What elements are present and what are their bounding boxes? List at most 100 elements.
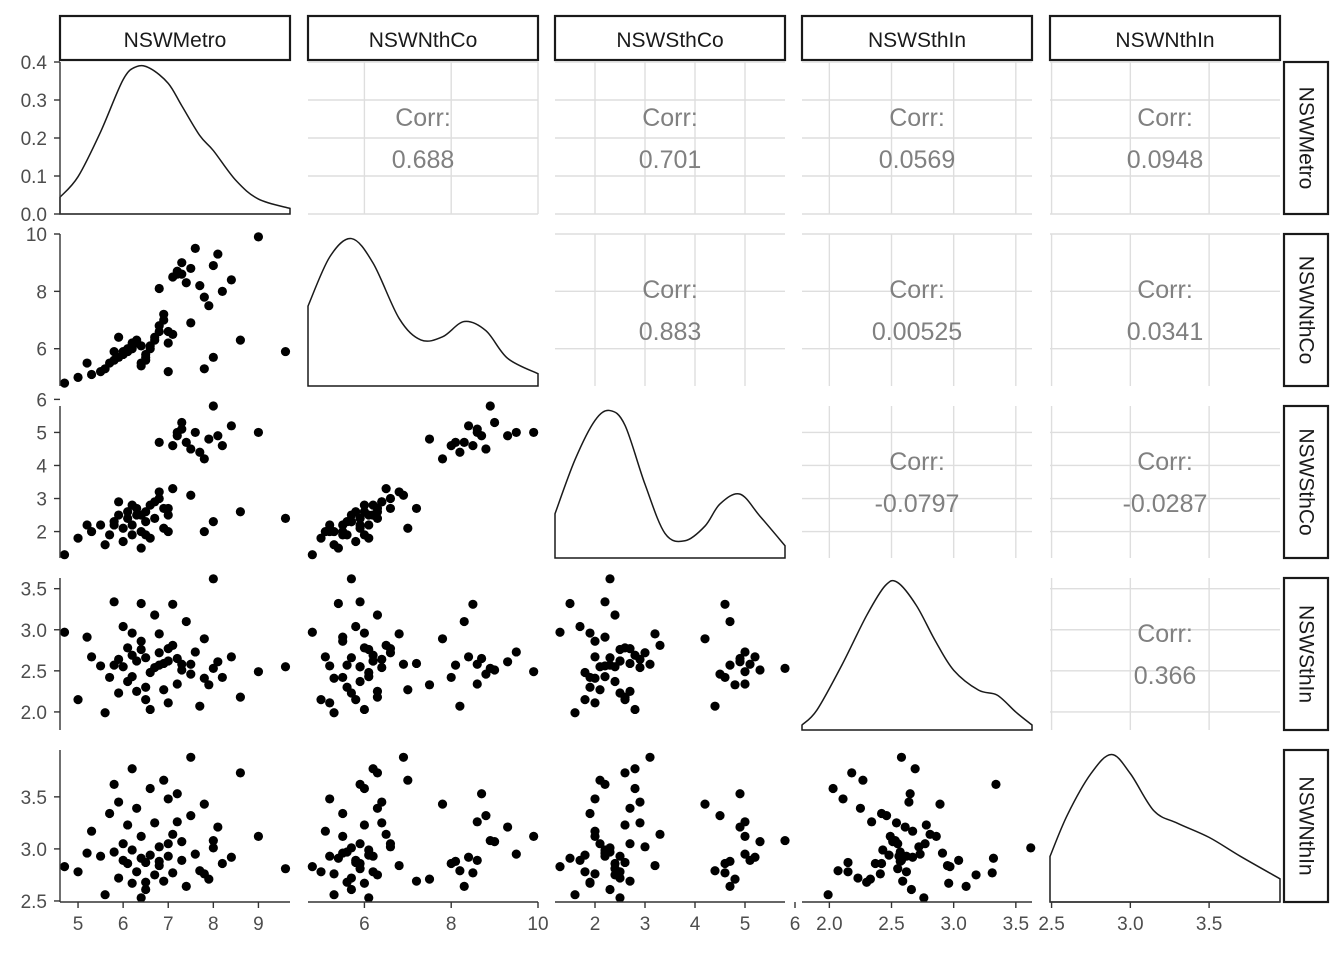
scatter-point — [991, 779, 1001, 789]
scatter-point — [944, 878, 954, 888]
scatter-point — [86, 826, 97, 836]
column-strip-NSWMetro — [58, 14, 292, 62]
scatter-point — [908, 826, 918, 836]
scatter-point — [881, 810, 892, 821]
scatter-point — [141, 517, 151, 527]
scatter-point — [342, 682, 352, 692]
corr-label: Corr: — [889, 104, 945, 132]
scatter-point — [590, 869, 600, 879]
scatter-point — [424, 874, 435, 884]
scatter-point — [186, 659, 196, 669]
scatter-point — [600, 779, 610, 789]
scatter-point — [100, 890, 110, 900]
scatter-point — [700, 799, 710, 809]
scatter-point — [163, 794, 173, 804]
scatter-point — [132, 686, 142, 696]
scatter-point — [437, 454, 448, 464]
scatter-point — [585, 628, 595, 638]
scatter-point — [141, 530, 151, 540]
scatter-point — [118, 523, 128, 533]
scatter-point — [226, 421, 236, 431]
y-tick-label: 0.2 — [21, 129, 47, 150]
row-strip-label: NSWMetro — [1295, 87, 1318, 190]
scatter-point — [329, 708, 339, 718]
scatter-point — [208, 517, 218, 527]
scatter-point — [159, 876, 169, 886]
scatter-point — [199, 292, 209, 302]
y-axis-row-3: 2.0 2.5 3.0 3.5 — [21, 578, 61, 730]
scatter-point — [338, 848, 348, 858]
scatter-point — [625, 644, 635, 654]
scatter-point — [181, 616, 191, 627]
scatter-point — [605, 574, 615, 584]
scatter-point — [136, 510, 146, 520]
scatter-point — [136, 598, 146, 609]
scatter-point — [700, 634, 710, 644]
y-tick-label: 8 — [36, 282, 47, 303]
scatter-point — [172, 427, 182, 438]
scatter-point — [468, 441, 478, 451]
scatter-point — [105, 808, 115, 819]
corr-value: 0.883 — [639, 318, 702, 346]
scatter-point — [615, 893, 625, 903]
scatter-point — [885, 831, 895, 842]
scatter-point — [118, 621, 128, 632]
scatter-point — [109, 847, 119, 857]
y-tick-label: 0.0 — [21, 205, 47, 226]
scatter-point — [635, 818, 645, 828]
scatter-point — [372, 870, 383, 880]
scatter-point — [95, 851, 106, 861]
scatter-point — [127, 764, 137, 774]
scatter-point — [100, 540, 110, 550]
scatter-point — [109, 520, 119, 530]
corr-value: 0.0948 — [1127, 146, 1203, 174]
scatter-point — [181, 437, 191, 447]
corr-panel — [1050, 61, 1280, 215]
scatter-point — [590, 673, 600, 683]
scatter-point — [403, 523, 413, 533]
scatter-point — [325, 794, 335, 804]
scatter-point — [208, 835, 218, 846]
scatter-point — [468, 868, 478, 878]
y-tick-label: 10 — [26, 225, 47, 246]
scatter-point — [715, 810, 725, 821]
scatter-point — [503, 822, 513, 832]
scatter-point — [351, 621, 361, 632]
scatter-point — [190, 243, 200, 253]
scatter-point — [780, 663, 790, 673]
scatter-point — [163, 510, 173, 520]
scatter-point — [141, 682, 151, 692]
scatter-point — [463, 421, 474, 431]
scatter-point — [954, 855, 964, 865]
scatter-point — [168, 441, 178, 451]
column-strip-label: NSWSthCo — [616, 29, 723, 52]
scatter-point — [59, 378, 70, 388]
scatter-point — [368, 764, 378, 774]
scatter-point — [208, 260, 218, 271]
scatter-point — [154, 648, 164, 658]
corr-panel — [802, 61, 1032, 215]
x-tick-label: 8 — [208, 914, 219, 935]
scatter-point — [615, 644, 625, 655]
x-tick-label: 6 — [790, 914, 801, 935]
y-tick-label: 3 — [36, 490, 47, 511]
corr-value: -0.0797 — [875, 490, 960, 518]
scatter-point — [127, 878, 137, 888]
y-tick-label: 3.0 — [21, 621, 47, 642]
y-tick-label: 6 — [36, 390, 47, 411]
scatter-point — [740, 647, 750, 657]
scatter-point — [145, 783, 155, 794]
x-tick-label: 2.5 — [1038, 914, 1064, 935]
scatter-point — [446, 672, 456, 683]
scatter-point — [154, 437, 164, 447]
scatter-point — [190, 427, 200, 438]
scatter-point — [346, 653, 356, 663]
scatter-point — [450, 660, 461, 670]
scatter-point — [359, 704, 370, 715]
scatter-point — [645, 752, 655, 762]
x-tick-label: 7 — [163, 914, 174, 935]
scatter-point — [828, 783, 838, 794]
scatter-point — [154, 629, 164, 639]
scatter-point — [163, 851, 173, 861]
scatter-point — [364, 520, 374, 530]
